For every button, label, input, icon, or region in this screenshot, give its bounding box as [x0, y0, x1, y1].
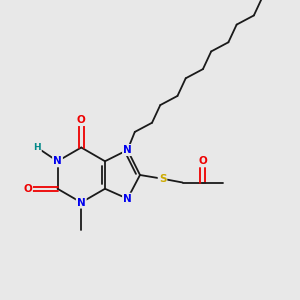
Text: S: S — [159, 174, 166, 184]
Text: O: O — [77, 115, 85, 125]
Text: N: N — [123, 194, 132, 204]
Text: N: N — [123, 145, 132, 155]
Text: O: O — [198, 156, 207, 166]
Text: O: O — [23, 184, 32, 194]
Text: N: N — [77, 197, 85, 208]
Text: H: H — [33, 143, 41, 152]
Text: N: N — [53, 156, 62, 166]
